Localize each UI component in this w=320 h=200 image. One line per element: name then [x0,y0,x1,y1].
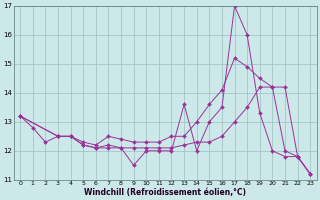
X-axis label: Windchill (Refroidissement éolien,°C): Windchill (Refroidissement éolien,°C) [84,188,246,197]
